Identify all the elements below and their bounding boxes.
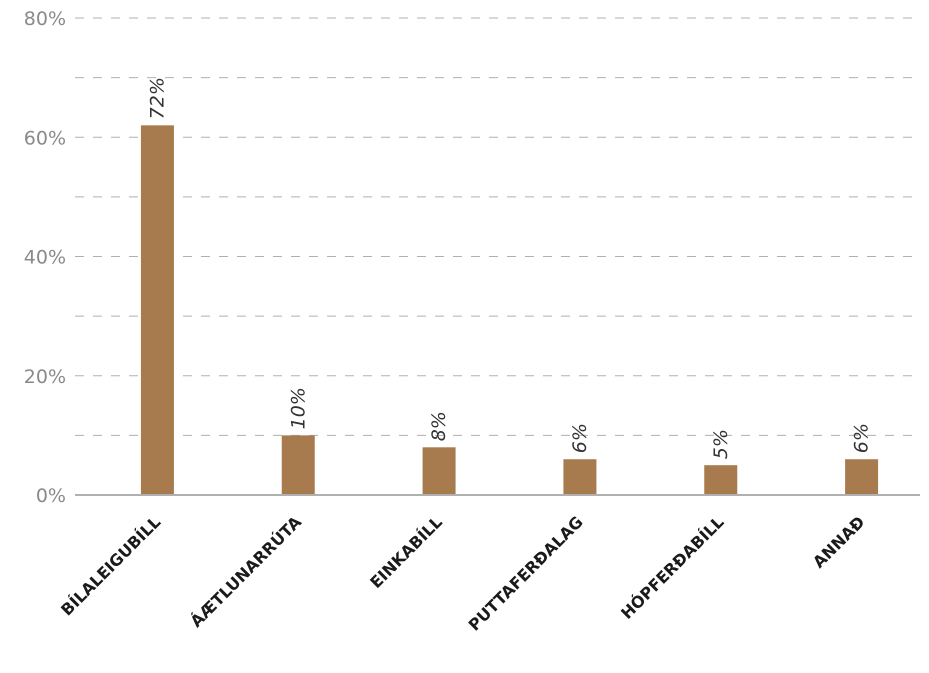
bar	[281, 435, 315, 495]
y-tick-label: 20%	[24, 366, 66, 388]
y-tick-label: 40%	[24, 247, 66, 269]
data-label: 72%	[146, 77, 168, 119]
bar	[704, 465, 738, 495]
category-label: ÁÆTLUNARRÚTA	[186, 512, 305, 631]
category-label: BÍLALEIGUBÍLL	[57, 512, 164, 619]
bar	[140, 125, 174, 495]
data-label: 6%	[569, 423, 591, 453]
y-tick-label: 60%	[24, 127, 66, 149]
category-label: ANNAÐ	[809, 512, 868, 571]
data-labels: 72% 10% 8% 6% 5% 6%	[146, 77, 872, 459]
category-label: EINKABÍLL	[366, 512, 446, 592]
data-label: 5%	[710, 429, 732, 459]
y-tick-label: 0%	[36, 485, 66, 507]
data-label: 6%	[851, 423, 873, 453]
bar	[422, 447, 456, 495]
y-axis-tick-labels: 0% 20% 40% 60% 80%	[24, 8, 66, 507]
data-label: 8%	[428, 411, 450, 441]
y-tick-label: 80%	[24, 8, 66, 30]
data-label: 10%	[287, 387, 309, 429]
bar	[563, 459, 597, 495]
gridlines	[75, 17, 920, 436]
bars	[140, 125, 879, 495]
category-label: PUTTAFERÐALAG	[465, 512, 587, 634]
bar	[845, 459, 879, 495]
x-axis-category-labels: BÍLALEIGUBÍLL ÁÆTLUNARRÚTA EINKABÍLL PUTTAF…	[57, 512, 868, 635]
category-label: HÓPFERÐABÍLL	[617, 512, 727, 622]
